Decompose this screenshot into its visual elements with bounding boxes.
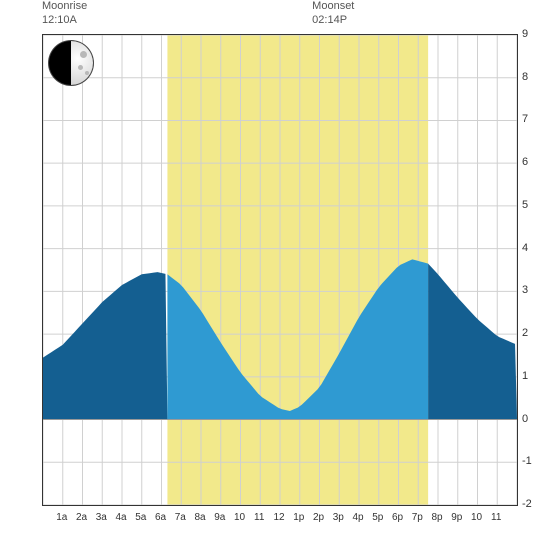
x-tick-label: 11: [491, 512, 501, 523]
moonrise-time: 12:10A: [42, 14, 77, 26]
x-tick-label: 1p: [293, 512, 304, 523]
moonrise-label: Moonrise: [42, 0, 87, 12]
x-tick-label: 10: [471, 512, 482, 523]
x-tick-label: 8a: [194, 512, 205, 523]
y-tick-label: 4: [522, 242, 548, 254]
x-tick-label: 12: [273, 512, 284, 523]
tide-chart-svg: [43, 35, 517, 505]
x-tick-label: 3p: [333, 512, 344, 523]
x-tick-label: 6p: [392, 512, 403, 523]
y-tick-label: 1: [522, 370, 548, 382]
moonset-label: Moonset: [312, 0, 354, 12]
y-tick-label: 7: [522, 113, 548, 125]
tide-chart-card: Moonrise 12:10A Moonset 02:14P -2-101234…: [0, 0, 550, 550]
x-tick-label: 4p: [352, 512, 363, 523]
chart-header: Moonrise 12:10A Moonset 02:14P: [0, 0, 550, 34]
y-tick-label: 6: [522, 156, 548, 168]
y-tick-label: 0: [522, 413, 548, 425]
y-tick-label: -2: [522, 498, 548, 510]
x-tick-label: 7p: [412, 512, 423, 523]
moon-phase-icon: [49, 41, 93, 85]
x-tick-label: 8p: [431, 512, 442, 523]
moonset-time: 02:14P: [312, 14, 347, 26]
tide-chart: [42, 34, 518, 506]
x-tick-label: 11: [254, 512, 264, 523]
x-tick-label: 2a: [76, 512, 87, 523]
x-tick-label: 7a: [175, 512, 186, 523]
y-tick-label: 2: [522, 327, 548, 339]
x-tick-label: 5p: [372, 512, 383, 523]
x-tick-label: 9a: [214, 512, 225, 523]
x-tick-label: 1a: [56, 512, 67, 523]
x-tick-label: 9p: [451, 512, 462, 523]
x-tick-label: 4a: [115, 512, 126, 523]
y-tick-label: 9: [522, 28, 548, 40]
y-tick-label: 5: [522, 199, 548, 211]
y-tick-label: 3: [522, 284, 548, 296]
y-tick-label: 8: [522, 71, 548, 83]
x-tick-label: 10: [234, 512, 245, 523]
x-tick-label: 6a: [155, 512, 166, 523]
x-tick-label: 5a: [135, 512, 146, 523]
y-tick-label: -1: [522, 455, 548, 467]
x-tick-label: 3a: [96, 512, 107, 523]
x-tick-label: 2p: [313, 512, 324, 523]
